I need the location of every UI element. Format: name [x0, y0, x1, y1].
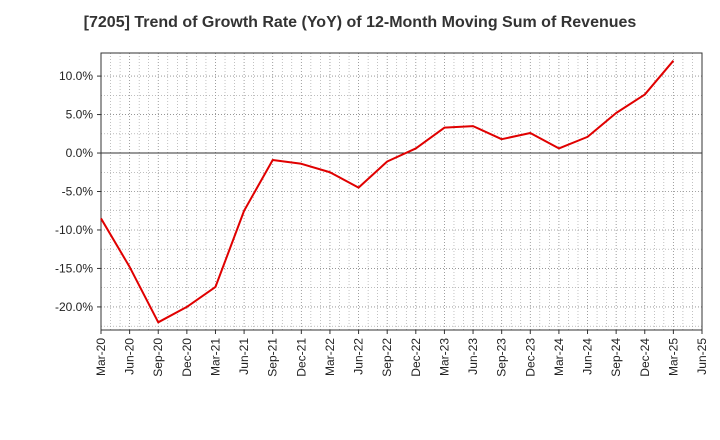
x-tick-label: Jun-21	[237, 338, 251, 375]
grid	[100, 53, 703, 330]
y-tick-label: 5.0%	[66, 108, 94, 122]
y-axis: 10.0% 5.0% 0.0% -5.0% -10.0% -15.0% -20.0%	[55, 69, 101, 314]
x-tick-label: Mar-20	[94, 338, 108, 376]
x-tick-label: Mar-22	[323, 338, 337, 376]
y-tick-label: -15.0%	[55, 261, 93, 275]
series-line	[100, 60, 675, 324]
y-tick-label: 0.0%	[66, 146, 94, 160]
x-tick-label: Dec-23	[523, 338, 537, 377]
chart-title: [7205] Trend of Growth Rate (YoY) of 12-…	[83, 14, 637, 31]
x-tick-label: Sep-22	[380, 338, 394, 377]
y-tick-label: -5.0%	[62, 185, 94, 199]
y-tick-label: 10.0%	[59, 69, 93, 83]
x-tick-label: Dec-24	[638, 338, 652, 377]
x-tick-label: Sep-24	[609, 338, 623, 377]
x-tick-label: Mar-24	[552, 338, 566, 376]
x-tick-label: Mar-21	[208, 338, 222, 376]
x-tick-label: Jun-20	[123, 338, 137, 375]
y-tick-label: -20.0%	[55, 300, 93, 314]
x-tick-label: Jun-24	[581, 338, 595, 375]
x-tick-label: Dec-20	[180, 338, 194, 377]
x-tick-label: Dec-22	[409, 338, 423, 377]
x-tick-label: Jun-23	[466, 338, 480, 375]
x-tick-label: Dec-21	[294, 338, 308, 377]
x-tick-label: Mar-25	[666, 338, 680, 376]
x-tick-label: Jun-25	[695, 338, 709, 375]
x-tick-label: Sep-20	[151, 338, 165, 377]
x-tick-label: Sep-21	[266, 338, 280, 377]
x-axis: Mar-20 Jun-20 Sep-20 Dec-20 Mar-21 Jun-21 Sep-…	[94, 330, 709, 377]
y-tick-label: -10.0%	[55, 223, 93, 237]
x-tick-label: Sep-23	[495, 338, 509, 377]
x-tick-label: Jun-22	[352, 338, 366, 375]
x-tick-label: Mar-23	[437, 338, 451, 376]
